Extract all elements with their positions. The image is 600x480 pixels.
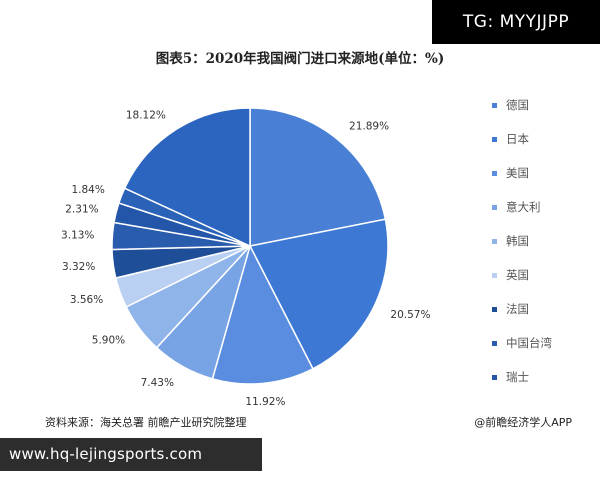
legend-label: 英国 — [506, 268, 529, 282]
legend-label: 中国台湾 — [506, 336, 552, 350]
pie-chart: 21.89% 20.57% 11.92% 7.43% 5.90% 3.56% 3.32% 3.… — [61, 107, 430, 409]
legend-swatch — [492, 136, 497, 142]
legend-item-4: 韩国 — [492, 224, 552, 258]
legend-label: 德国 — [506, 98, 529, 112]
pie-label-3: 7.43% — [141, 377, 174, 389]
pie-label-2: 11.92% — [245, 396, 285, 408]
chart-title: 图表5：2020年我国阀门进口来源地(单位：%) — [155, 51, 445, 67]
pie-label-4: 5.90% — [92, 335, 125, 347]
legend-swatch — [492, 374, 497, 380]
watermark-badge: TG: MYYJJPP — [432, 0, 600, 44]
pie-label-10: 18.12% — [126, 110, 166, 122]
pie-label-0: 21.89% — [349, 120, 389, 132]
legend-swatch — [492, 272, 497, 278]
legend-swatch — [492, 306, 497, 312]
legend-label: 韩国 — [506, 234, 529, 248]
legend-item-7: 中国台湾 — [492, 326, 552, 360]
pie-label-8: 2.31% — [65, 203, 98, 215]
legend-swatch — [492, 170, 497, 176]
pie-slice-2 — [211, 243, 314, 385]
legend-swatch — [492, 204, 497, 210]
legend-item-3: 意大利 — [492, 190, 552, 224]
legend-label: 瑞士 — [506, 370, 529, 384]
legend-label: 意大利 — [506, 200, 541, 214]
legend-swatch — [492, 340, 497, 346]
legend-label: 美国 — [506, 166, 529, 180]
pie-label-1: 20.57% — [390, 309, 430, 321]
pie-label-6: 3.32% — [62, 261, 95, 273]
legend-item-5: 英国 — [492, 258, 552, 292]
pie-label-5: 3.56% — [70, 294, 103, 306]
legend-item-0: 德国 — [492, 88, 552, 122]
legend-swatch — [492, 102, 497, 108]
pie-slices — [111, 107, 389, 385]
legend-item-6: 法国 — [492, 292, 552, 326]
legend-label: 法国 — [506, 302, 529, 316]
chart-legend: 德国日本美国意大利韩国英国法国中国台湾瑞士 — [492, 88, 552, 394]
legend-swatch — [492, 238, 497, 244]
legend-item-8: 瑞士 — [492, 360, 552, 394]
pie-label-9: 1.84% — [71, 184, 104, 196]
pie-slice-10 — [123, 107, 251, 248]
legend-label: 日本 — [506, 132, 529, 146]
url-banner: www.hq-lejingsports.com — [0, 438, 262, 471]
pie-slice-1 — [248, 218, 389, 370]
pie-labels: 21.89% 20.57% 11.92% 7.43% 5.90% 3.56% 3.32% 3.… — [61, 110, 430, 409]
pie-slice-0 — [249, 107, 387, 247]
brand-note: @前瞻经济学人APP — [474, 416, 572, 429]
legend-item-1: 日本 — [492, 122, 552, 156]
legend-item-2: 美国 — [492, 156, 552, 190]
source-note: 资料来源：海关总署 前瞻产业研究院整理 — [45, 416, 247, 429]
pie-label-7: 3.13% — [61, 230, 94, 242]
